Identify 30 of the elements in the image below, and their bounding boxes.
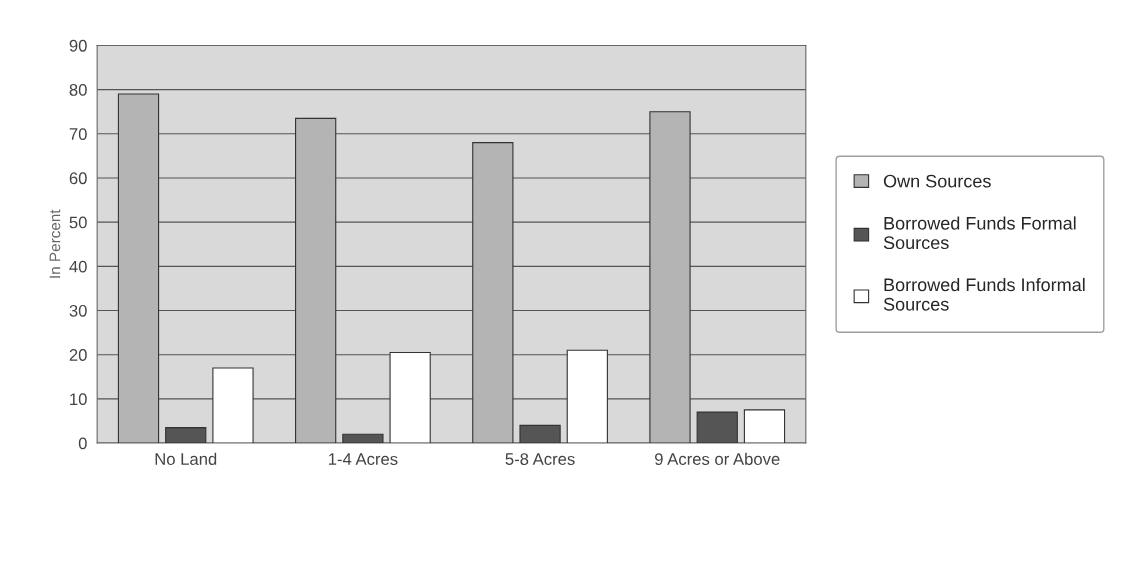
bar — [649, 111, 691, 444]
legend-label: Borrowed Funds Informal Sources — [883, 277, 1085, 311]
legend-label: Own Sources — [883, 174, 991, 188]
bar — [295, 117, 337, 444]
x-tick-label: 1-4 Acres — [328, 453, 398, 465]
bar — [165, 427, 207, 444]
x-tick-label: 5-8 Acres — [505, 453, 575, 465]
y-tick-label: 20 — [69, 349, 87, 361]
y-tick-label: 60 — [69, 172, 87, 185]
bar — [389, 351, 431, 444]
bar — [696, 411, 738, 444]
y-tick-label: 30 — [69, 304, 87, 317]
y-tick-label: 90 — [69, 39, 87, 52]
bar — [519, 424, 561, 444]
bar — [566, 349, 608, 444]
y-tick-label: 70 — [69, 128, 87, 140]
x-tick-label: No Land — [155, 452, 217, 465]
bar — [212, 367, 254, 444]
bar — [472, 142, 514, 444]
y-tick-label: 80 — [69, 84, 87, 96]
y-axis-title: In Percent — [49, 209, 61, 278]
y-tick-label: 40 — [69, 260, 87, 273]
y-tick-label: 10 — [70, 393, 87, 406]
y-tick-label: 50 — [69, 216, 87, 229]
bar — [117, 93, 160, 444]
y-tick-label: 0 — [78, 437, 87, 450]
bar — [342, 433, 384, 444]
legend-label: Borrowed Funds Formal Sources — [883, 216, 1076, 250]
bar — [743, 409, 786, 444]
x-tick-label: 9 Acres or Above — [655, 452, 780, 465]
